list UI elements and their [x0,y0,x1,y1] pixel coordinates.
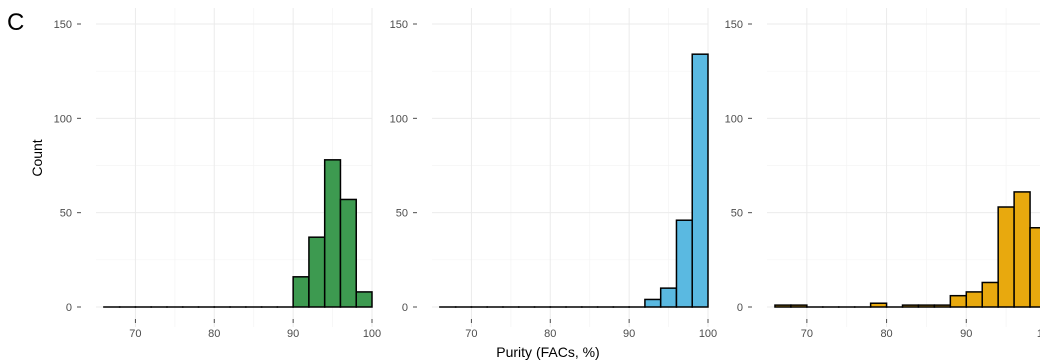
histogram-panel-2: 0 50 100 150 70 80 90 100 [390,8,717,340]
histogram-bar [292,276,310,308]
histogram-bar [323,159,342,308]
histogram-bar [308,236,326,308]
x-tick-label: 100 [699,328,717,340]
histogram-panel-1: 0 50 100 150 70 80 90 100 [54,8,381,340]
histogram-bar [774,304,792,308]
x-tick-label: 80 [880,328,892,340]
x-tick-label: 70 [465,328,477,340]
histogram-bar [659,287,678,308]
x-tick-label: 80 [208,328,220,340]
histogram-bar [869,302,888,308]
y-tick-label: 150 [390,19,408,31]
histogram-bar [644,298,662,308]
histogram-bar [675,219,693,308]
y-tick-label: 50 [60,208,72,220]
x-axis-title: Purity (FACs, %) [496,344,599,360]
histogram-bar [339,198,357,308]
y-tick-label: 150 [725,19,743,31]
histogram-bar [949,294,968,308]
y-tick-label: 50 [731,208,743,220]
histogram-bar [901,304,920,308]
histogram-bar [790,304,808,308]
x-tick-label: 70 [801,328,813,340]
histogram-bar [1013,191,1031,308]
histogram-bar [965,291,983,308]
x-tick-label: 100 [1037,328,1040,340]
x-tick-label: 80 [544,328,556,340]
x-tick-label: 70 [129,328,141,340]
y-tick-label: 0 [66,302,72,314]
y-tick-label: 100 [725,113,743,125]
x-tick-label: 90 [960,328,972,340]
panel-letter: C [7,9,24,36]
histogram-bar [933,304,952,308]
histogram-panels: 0 50 100 150 70 80 90 100 0 50 100 150 70 80 90 100 0 50 1… [54,8,1040,340]
histogram-bar [691,53,709,308]
x-tick-label: 100 [363,328,381,340]
y-tick-label: 150 [54,19,72,31]
histogram-bar [917,304,936,308]
histogram-bar [1029,227,1040,308]
x-tick-label: 90 [287,328,299,340]
y-tick-label: 0 [737,302,743,314]
y-tick-label: 50 [396,208,408,220]
y-tick-label: 0 [402,302,408,314]
y-tick-label: 100 [54,113,72,125]
histogram-bar [981,281,999,308]
x-tick-label: 90 [623,328,635,340]
y-axis-title: Count [29,139,45,176]
y-tick-label: 100 [390,113,408,125]
histogram-bar [997,206,1015,308]
histogram-bar [355,291,373,308]
histogram-panel-3: 0 50 100 150 70 80 90 100 [725,8,1040,340]
